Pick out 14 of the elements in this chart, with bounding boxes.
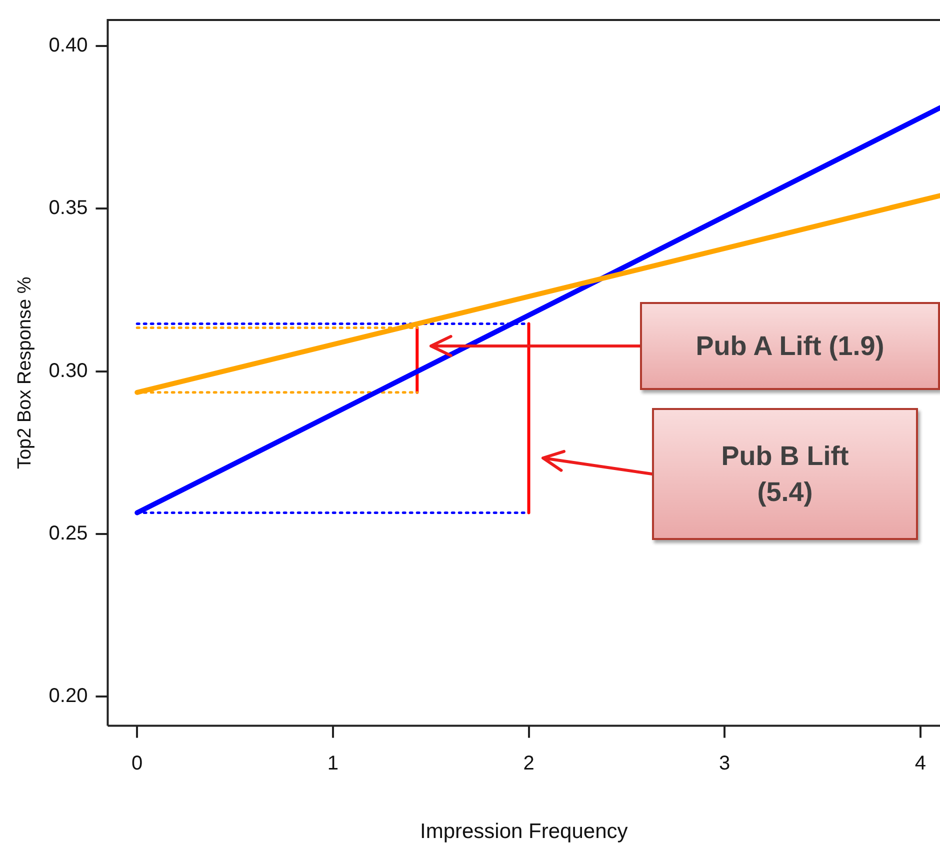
label-box: Pub A Lift (1.9) bbox=[640, 302, 940, 390]
x-axis-title: Impression Frequency bbox=[420, 820, 628, 844]
x-tick-label: 2 bbox=[523, 752, 534, 774]
x-tick-label: 0 bbox=[132, 752, 143, 774]
y-tick-label: 0.35 bbox=[48, 197, 88, 220]
x-tick-label: 1 bbox=[327, 752, 338, 774]
y-axis-title: Top2 Box Response % bbox=[14, 276, 36, 470]
y-tick-label: 0.25 bbox=[48, 522, 88, 544]
x-tick-label: 3 bbox=[719, 752, 730, 774]
y-tick-label: 0.30 bbox=[48, 360, 88, 382]
label-box: Pub B Lift (5.4) bbox=[652, 408, 918, 540]
y-tick-label: 0.20 bbox=[48, 685, 88, 708]
y-tick-label: 0.40 bbox=[48, 34, 88, 57]
x-tick-label: 4 bbox=[914, 752, 926, 774]
